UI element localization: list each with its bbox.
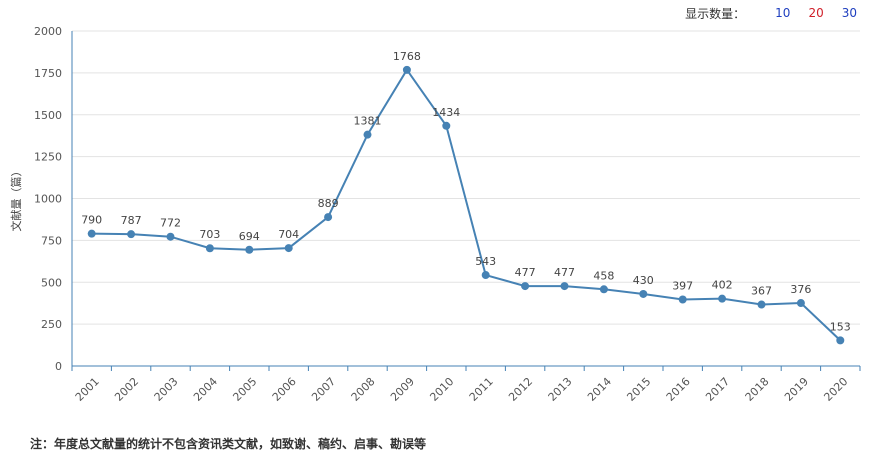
display-count-control: 显示数量： 10 20 30 (685, 4, 857, 22)
data-label: 790 (81, 214, 102, 227)
data-label: 458 (593, 269, 614, 282)
data-point (363, 130, 372, 139)
data-point (560, 282, 569, 291)
data-label: 543 (475, 255, 496, 268)
x-tick-label: 2014 (585, 375, 614, 404)
data-point (836, 336, 845, 345)
data-label: 703 (199, 228, 220, 241)
data-point (599, 285, 608, 294)
y-tick-label: 500 (41, 276, 62, 289)
display-count-option-30[interactable]: 30 (841, 6, 857, 20)
data-label: 430 (633, 274, 654, 287)
y-tick-label: 1000 (34, 193, 62, 206)
data-point (402, 65, 411, 74)
data-point (245, 245, 254, 254)
data-point (757, 300, 766, 309)
y-axis-label: 文献量（篇） (9, 166, 23, 232)
data-label: 153 (830, 320, 851, 333)
data-label: 367 (751, 285, 772, 298)
line-chart: 0 250 500 750 1000 1250 1500 1750 2000 2001 2002 20… (9, 25, 861, 404)
data-point (324, 213, 333, 222)
data-point (678, 295, 687, 304)
data-label: 376 (790, 283, 811, 296)
x-tick-label: 2019 (782, 375, 811, 404)
data-label: 1768 (393, 50, 421, 63)
y-tick-label: 0 (55, 360, 62, 373)
data-point (87, 229, 96, 238)
data-point (481, 271, 490, 280)
y-tick-label: 1500 (34, 109, 62, 122)
data-label: 477 (515, 266, 536, 279)
x-tick-label: 2008 (349, 375, 378, 404)
x-tick-label: 2007 (309, 375, 338, 404)
data-point (796, 299, 805, 308)
data-point (639, 289, 648, 298)
data-label: 704 (278, 228, 299, 241)
data-point (166, 232, 175, 241)
x-tick-label: 2005 (230, 375, 259, 404)
data-label: 1381 (354, 115, 382, 128)
x-tick-label: 2016 (664, 375, 693, 404)
data-label: 402 (712, 279, 733, 292)
data-point (205, 244, 214, 253)
footnote: 注：年度总文献量的统计不包含资讯类文献，如致谢、稿约、启事、勘误等 (30, 437, 427, 451)
data-label: 477 (554, 266, 575, 279)
display-count-option-20[interactable]: 20 (808, 6, 824, 20)
data-point (521, 282, 530, 291)
x-tick-label: 2003 (152, 375, 181, 404)
x-tick-label: 2006 (270, 375, 299, 404)
x-tick-label: 2013 (546, 375, 575, 404)
y-tick-label: 1750 (34, 67, 62, 80)
display-count-label: 显示数量： (685, 6, 746, 21)
data-label: 787 (121, 214, 142, 227)
data-point (718, 294, 727, 303)
data-label: 397 (672, 280, 693, 293)
y-tick-label: 250 (41, 318, 62, 331)
x-tick-label: 2009 (388, 375, 417, 404)
data-point (442, 121, 451, 130)
data-label: 772 (160, 217, 181, 230)
data-label: 889 (318, 197, 339, 210)
x-tick-label: 2020 (821, 375, 850, 404)
x-tick-label: 2002 (112, 375, 141, 404)
y-tick-label: 2000 (34, 25, 62, 38)
x-tick-label: 2004 (191, 375, 220, 404)
x-tick-label: 2018 (743, 375, 772, 404)
data-point (284, 244, 293, 253)
y-tick-label: 1250 (34, 151, 62, 164)
series-line (91, 68, 841, 342)
x-tick-label: 2010 (427, 375, 456, 404)
x-tick-label: 2001 (73, 375, 102, 404)
data-label: 1434 (432, 106, 460, 119)
x-tick-label: 2015 (624, 375, 653, 404)
x-tick-label: 2011 (467, 375, 496, 404)
data-point (127, 230, 136, 239)
x-tick-label: 2012 (506, 375, 535, 404)
display-count-option-10[interactable]: 10 (775, 6, 791, 20)
y-tick-label: 750 (41, 234, 62, 247)
data-label: 694 (239, 230, 260, 243)
x-tick-label: 2017 (703, 375, 732, 404)
